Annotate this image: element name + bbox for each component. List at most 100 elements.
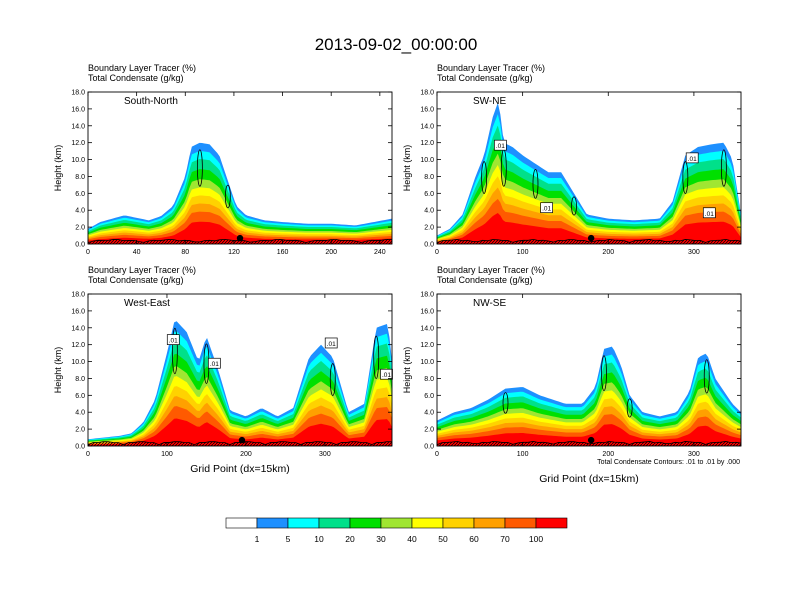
condensate-contour — [703, 359, 710, 394]
colorbar-swatch — [318, 517, 351, 529]
colorbar-swatch — [225, 517, 258, 529]
colorbar-label: 30 — [376, 534, 386, 544]
x-tick-label: 160 — [277, 249, 289, 256]
panel-west-east: Boundary Layer Tracer (%) Total Condensa… — [53, 265, 393, 475]
plot-area: .01 .01 .01 .01 SW-NE 0.0 2.0 4.0 6.0 8.0 10.0 12.0… — [402, 90, 742, 256]
tracer-band — [88, 418, 392, 446]
colorbar-swatch — [256, 517, 289, 529]
x-tick-label: 300 — [688, 249, 700, 256]
y-tick-label: 2.0 — [424, 427, 434, 434]
x-tick-label: 100 — [517, 249, 529, 256]
plot-area: NW-SE 0.0 2.0 4.0 6.0 8.0 10.0 12.0 14.0 16.0 18.0… — [402, 292, 742, 458]
x-tick-label: 240 — [374, 249, 386, 256]
condensate-contour — [171, 327, 178, 375]
panel-subtitle-condensate: Total Condensate (g/kg) — [437, 275, 533, 285]
condensate-contour — [224, 184, 231, 209]
shaded-field — [437, 102, 741, 244]
y-tick-label: 4.0 — [75, 208, 85, 215]
x-tick-label: 200 — [602, 451, 614, 458]
colorbar-label: 70 — [500, 534, 510, 544]
y-tick-label: 4.0 — [424, 410, 434, 417]
contour-label-box — [685, 152, 699, 164]
x-tick-label: 100 — [161, 451, 173, 458]
x-axis-label: Grid Point (dx=15km) — [539, 473, 639, 485]
colorbar-label: 5 — [286, 534, 291, 544]
y-tick-label: 14.0 — [71, 325, 85, 332]
y-tick-label: 6.0 — [424, 191, 434, 198]
panel-subtitle-tracer: Boundary Layer Tracer (%) — [88, 265, 196, 275]
condensate-contour — [481, 161, 487, 194]
y-tick-label: 14.0 — [71, 123, 85, 130]
y-tick-label: 16.0 — [420, 106, 434, 113]
y-tick-label: 14.0 — [420, 123, 434, 130]
y-tick-label: 16.0 — [71, 106, 85, 113]
colorbar-swatch — [473, 517, 506, 529]
y-axis-label: Height (km) — [402, 145, 412, 192]
y-tick-label: 10.0 — [420, 359, 434, 366]
terrain — [88, 238, 392, 244]
plot-frame — [436, 293, 742, 447]
x-tick-label: 0 — [86, 249, 90, 256]
y-tick-label: 12.0 — [420, 140, 434, 147]
y-tick-label: 16.0 — [420, 308, 434, 315]
y-tick-label: 18.0 — [420, 292, 434, 299]
shaded-field — [88, 321, 392, 446]
y-tick-label: 6.0 — [424, 393, 434, 400]
plot-area: South-North 0.0 2.0 4.0 6.0 8.0 10.0 12.0 14.0 16… — [53, 90, 393, 256]
section-name: SW-NE — [473, 96, 506, 107]
y-tick-label: 4.0 — [424, 208, 434, 215]
panel-subtitle-tracer: Boundary Layer Tracer (%) — [437, 63, 545, 73]
colorbar-label: 1 — [255, 534, 260, 544]
y-tick-label: 10.0 — [420, 157, 434, 164]
colorbar-label: 50 — [438, 534, 448, 544]
y-tick-label: 6.0 — [75, 191, 85, 198]
y-tick-label: 12.0 — [71, 140, 85, 147]
condensate-contour — [532, 168, 539, 199]
tracer-band — [437, 424, 741, 446]
y-tick-label: 10.0 — [71, 359, 85, 366]
y-axis-label: Height (km) — [53, 145, 63, 192]
tracer-band — [437, 212, 741, 244]
y-axis-label: Height (km) — [402, 347, 412, 394]
x-tick-label: 0 — [435, 451, 439, 458]
panel-south-north: Boundary Layer Tracer (%) Total Condensa… — [53, 63, 393, 256]
y-axis-label: Height (km) — [53, 347, 63, 394]
y-tick-label: 12.0 — [71, 342, 85, 349]
colorbar-label: 10 — [314, 534, 324, 544]
x-tick-label: 40 — [133, 249, 141, 256]
x-tick-label: 200 — [602, 249, 614, 256]
y-tick-label: 0.0 — [424, 242, 434, 249]
colorbar-label: 60 — [469, 534, 479, 544]
y-tick-label: 0.0 — [75, 444, 85, 451]
plot-area: .01 .01 .01 .01 West-East 0.0 2.0 4.0 6.0 8.0 10.0… — [53, 292, 393, 458]
x-tick-label: 0 — [86, 451, 90, 458]
condensate-contour — [502, 392, 509, 414]
condensate-contour — [571, 196, 577, 216]
y-tick-label: 8.0 — [424, 376, 434, 383]
contour-label-box — [702, 207, 716, 219]
contour-label: .01 — [382, 372, 391, 379]
panel-subtitle-tracer: Boundary Layer Tracer (%) — [88, 63, 196, 73]
terrain — [437, 440, 741, 446]
x-tick-label: 200 — [240, 451, 252, 458]
y-tick-label: 2.0 — [424, 225, 434, 232]
plot-frame — [87, 293, 393, 447]
tracer-band — [88, 221, 392, 244]
shaded-field — [88, 142, 392, 244]
y-tick-label: 18.0 — [71, 292, 85, 299]
panel-subtitle-tracer: Boundary Layer Tracer (%) — [437, 265, 545, 275]
contour-label-box — [207, 357, 221, 369]
colorbar-label: 100 — [529, 534, 543, 544]
condensate-contour — [601, 355, 607, 392]
contour-label-box — [166, 334, 180, 345]
y-tick-label: 16.0 — [71, 308, 85, 315]
contour-label: .01 — [542, 206, 551, 213]
contour-label-box — [540, 202, 553, 214]
panel-subtitle-condensate: Total Condensate (g/kg) — [88, 73, 184, 83]
y-tick-label: 0.0 — [75, 242, 85, 249]
contour-label-box — [324, 337, 338, 349]
y-tick-label: 18.0 — [71, 90, 85, 97]
contour-label-box — [380, 368, 393, 380]
plot-frame — [436, 91, 742, 245]
section-name: South-North — [124, 96, 178, 107]
